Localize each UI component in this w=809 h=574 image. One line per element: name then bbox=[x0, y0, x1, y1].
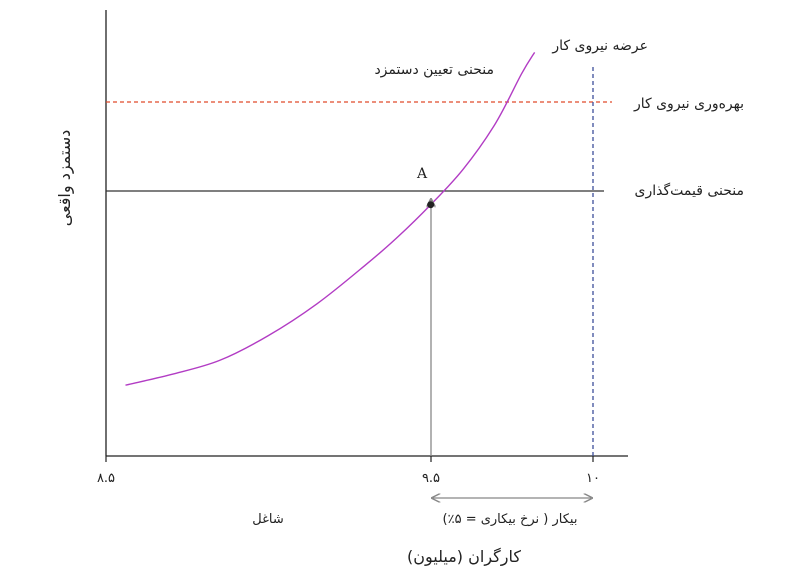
labour-supply-label: عرضه نیروی کار bbox=[551, 38, 648, 54]
wage-setting-label: منحنی تعیین دستمزد bbox=[374, 62, 494, 78]
wage-setting-curve bbox=[125, 52, 536, 386]
labour-productivity-label: بهره‌وری نیروی کار bbox=[633, 96, 744, 112]
y-axis-title: دستمزد واقعی bbox=[55, 130, 75, 227]
equilibrium-point bbox=[427, 201, 435, 209]
unemployed-label: بیکار ( نرخ بیکاری = ۵٪) bbox=[443, 512, 578, 527]
x-tick-label: ۱۰ bbox=[586, 471, 600, 486]
x-tick-label: ۹.۵ bbox=[422, 471, 440, 486]
employed-label: شاغل bbox=[252, 512, 284, 527]
price-setting-label: منحنی قیمت‌گذاری bbox=[635, 182, 744, 199]
x-axis-title: کارگران (میلیون) bbox=[407, 547, 521, 567]
point-a-label: A bbox=[416, 166, 428, 182]
x-tick-label: ۸.۵ bbox=[97, 471, 115, 486]
